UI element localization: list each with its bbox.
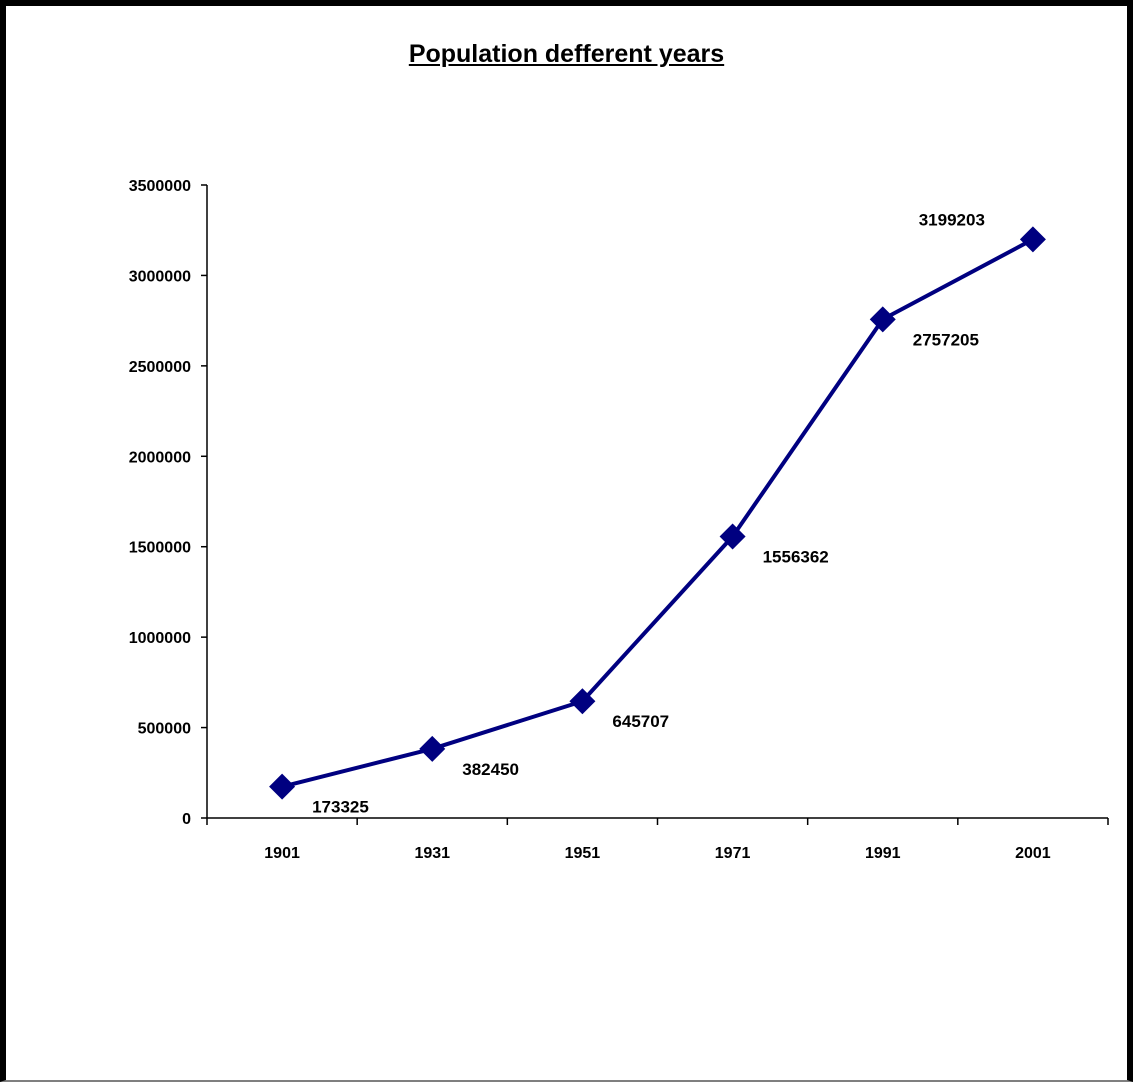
- data-label: 173325: [312, 798, 369, 817]
- x-tick-label: 1901: [264, 845, 300, 862]
- x-tick-label: 1951: [565, 845, 601, 862]
- data-point-marker: [569, 688, 596, 715]
- x-tick-label: 1991: [865, 845, 901, 862]
- y-tick-label: 0: [182, 811, 191, 828]
- data-point-marker: [419, 735, 446, 762]
- data-label: 645707: [612, 712, 669, 731]
- y-tick-label: 2000000: [129, 449, 191, 466]
- data-label: 1556362: [763, 548, 829, 567]
- x-tick-label: 2001: [1015, 845, 1051, 862]
- data-point-marker: [869, 306, 896, 333]
- data-point-marker: [269, 773, 296, 800]
- data-point-marker: [1019, 226, 1046, 253]
- y-tick-label: 3000000: [129, 268, 191, 285]
- x-tick-label: 1931: [414, 845, 450, 862]
- y-tick-label: 3500000: [129, 178, 191, 195]
- data-label: 2757205: [913, 330, 979, 349]
- data-label: 3199203: [919, 210, 985, 229]
- data-point-marker: [719, 523, 746, 550]
- y-tick-label: 500000: [138, 721, 191, 738]
- y-tick-label: 1000000: [129, 630, 191, 647]
- y-tick-label: 1500000: [129, 540, 191, 557]
- y-tick-label: 2500000: [129, 359, 191, 376]
- series-line: [281, 237, 1034, 789]
- x-tick-label: 1971: [715, 845, 751, 862]
- data-label: 382450: [462, 760, 519, 779]
- chart-title: Population defferent years: [408, 40, 725, 68]
